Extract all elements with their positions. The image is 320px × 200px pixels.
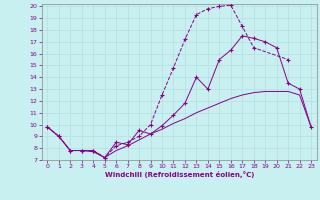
- X-axis label: Windchill (Refroidissement éolien,°C): Windchill (Refroidissement éolien,°C): [105, 171, 254, 178]
